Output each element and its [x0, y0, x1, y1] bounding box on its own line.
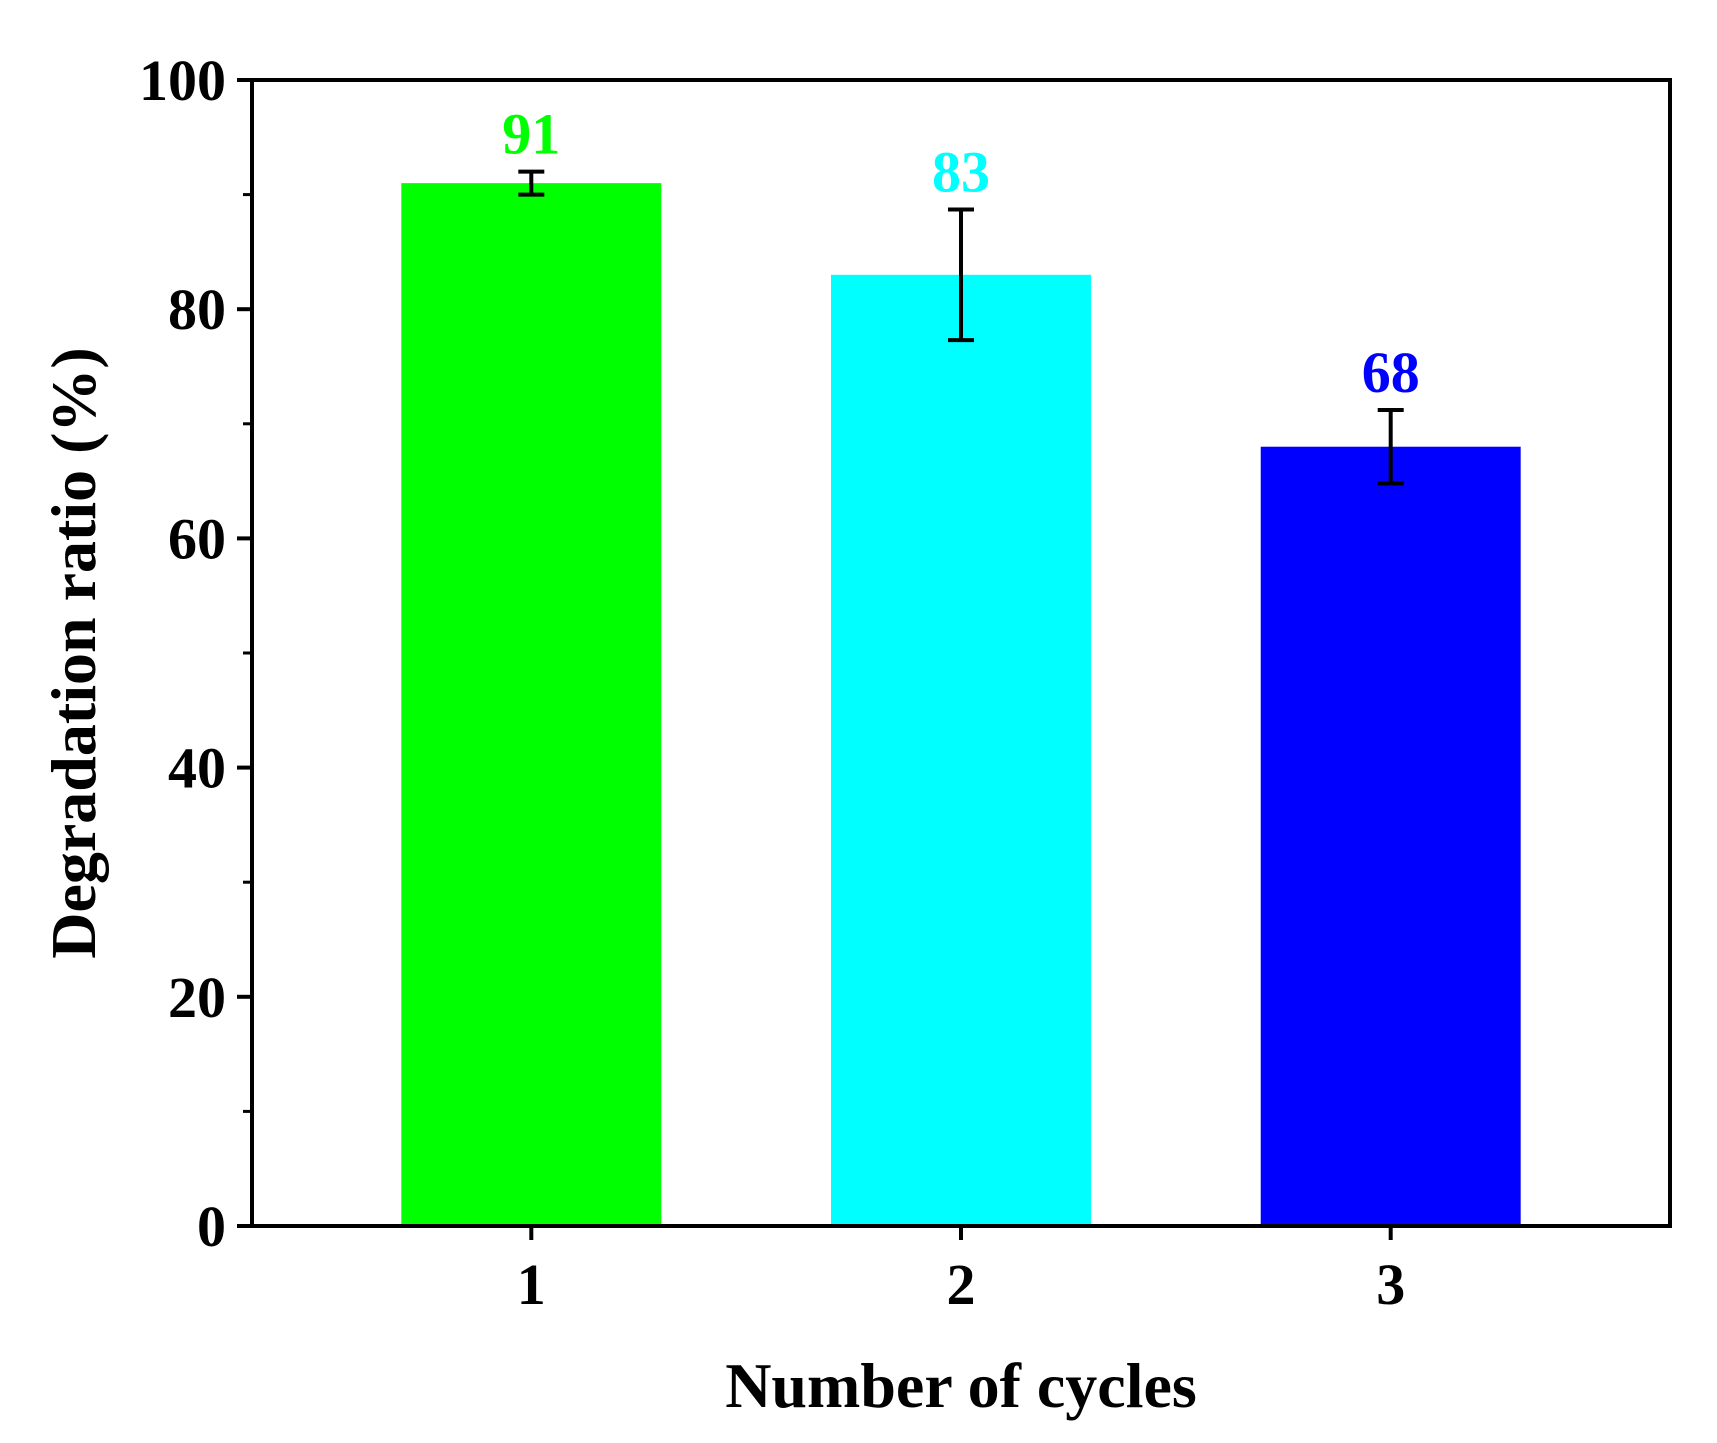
- data-labels-layer: 91 83 68: [502, 102, 1419, 405]
- y-axis-title: Degradation ratio (%): [38, 347, 109, 958]
- bar-cycle-1: [401, 183, 662, 1226]
- data-label-1: 91: [502, 102, 560, 167]
- y-tick-label-60: 60: [168, 506, 226, 571]
- y-tick-label-100: 100: [139, 48, 226, 113]
- data-label-3: 68: [1362, 340, 1420, 405]
- x-axis-title: Number of cycles: [725, 1350, 1197, 1421]
- x-tick-label-1: 1: [517, 1252, 546, 1317]
- x-tick-label-2: 2: [947, 1252, 976, 1317]
- y-tick-label-80: 80: [168, 277, 226, 342]
- bar-cycle-3: [1260, 446, 1521, 1227]
- bar-cycle-2: [831, 274, 1091, 1226]
- y-tick-label-40: 40: [168, 736, 226, 801]
- bars-layer: [401, 183, 1521, 1227]
- axis-ticks-layer: [237, 78, 1393, 1240]
- error-bars-layer: [518, 169, 1404, 486]
- y-tick-label-20: 20: [168, 965, 226, 1030]
- tick-labels-layer: 1 2 3 0 20 40 60 80 100: [139, 48, 1405, 1317]
- data-label-2: 83: [932, 139, 990, 204]
- y-tick-label-0: 0: [197, 1194, 226, 1259]
- x-tick-label-3: 3: [1376, 1252, 1405, 1317]
